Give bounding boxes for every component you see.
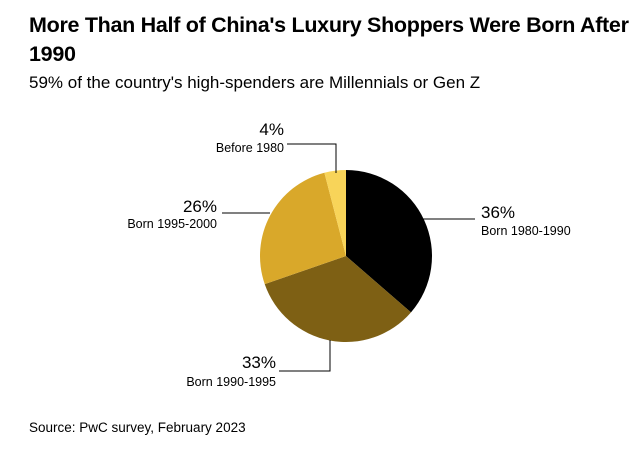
pie-slice-born-1990-1995: [264, 256, 411, 342]
chart-title: More Than Half of China's Luxury Shopper…: [29, 13, 629, 66]
pie-slices: [260, 170, 432, 342]
value-label-born-1980-1990: 36%: [481, 203, 515, 222]
pie-slice-born-1995-2000: [260, 172, 346, 285]
slice-annotations: 36% Born 1980-1990 33% Born 1990-1995 26…: [127, 120, 570, 389]
value-label-before-1980: 4%: [259, 120, 284, 139]
leader-line-born-1990-1995: [279, 340, 331, 372]
value-label-born-1990-1995: 33%: [242, 353, 276, 372]
chart-source: Source: PwC survey, February 2023: [29, 420, 246, 435]
category-label-born-1995-2000: Born 1995-2000: [127, 217, 217, 231]
leader-line-before-1980: [287, 143, 337, 173]
pie-slice-before-1980: [324, 170, 346, 256]
value-label-born-1995-2000: 26%: [183, 197, 217, 216]
chart-subtitle: 59% of the country's high-spenders are M…: [29, 73, 481, 92]
category-label-born-1980-1990: Born 1980-1990: [481, 224, 571, 238]
category-label-before-1980: Before 1980: [216, 141, 284, 155]
pie-slice-born-1980-1990: [346, 170, 432, 313]
category-label-born-1990-1995: Born 1990-1995: [186, 375, 276, 389]
